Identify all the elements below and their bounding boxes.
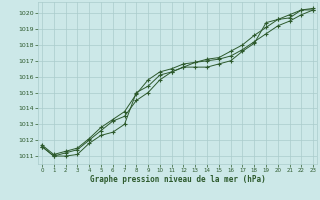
X-axis label: Graphe pression niveau de la mer (hPa): Graphe pression niveau de la mer (hPa)	[90, 175, 266, 184]
